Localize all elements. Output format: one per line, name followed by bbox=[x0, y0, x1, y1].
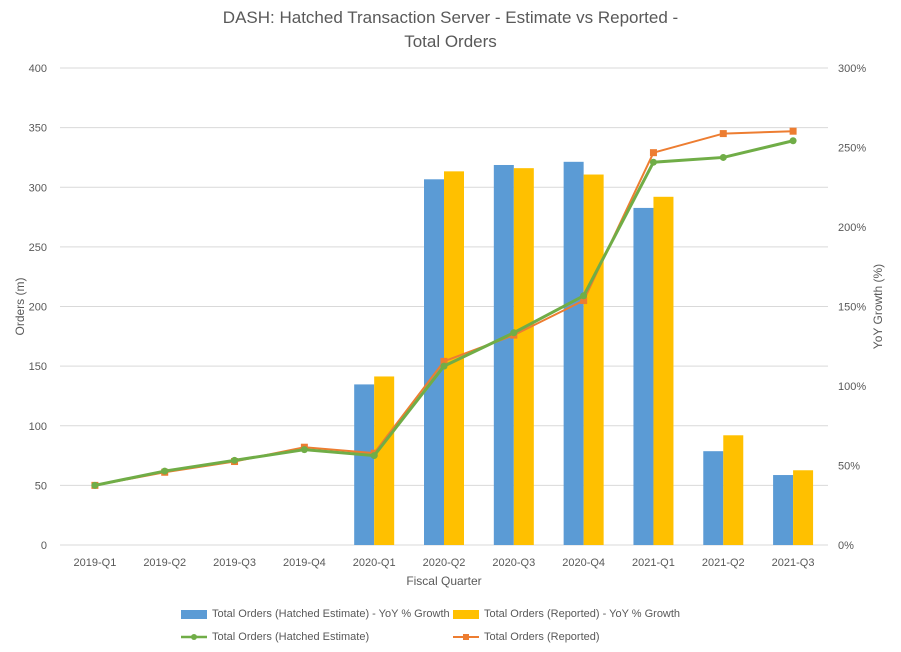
bar bbox=[493, 164, 514, 546]
bar bbox=[773, 475, 794, 545]
y2-tick-label: 200% bbox=[838, 222, 866, 234]
x-tick-label: 2019-Q2 bbox=[143, 557, 186, 569]
bar bbox=[583, 174, 604, 545]
point bbox=[161, 467, 169, 475]
y2-tick-label: 50% bbox=[838, 461, 860, 473]
y2-axis-title: YoY Growth (%) bbox=[871, 264, 885, 349]
legend-item-reported-growth: Total Orders (Reported) - YoY % Growth bbox=[453, 608, 680, 620]
legend-label: Total Orders (Reported) bbox=[484, 631, 600, 643]
x-tick-label: 2021-Q3 bbox=[772, 557, 815, 569]
point bbox=[370, 452, 378, 460]
bar bbox=[633, 207, 654, 546]
x-tick-label: 2019-Q3 bbox=[213, 557, 256, 569]
x-tick-label: 2019-Q4 bbox=[283, 557, 326, 569]
y2-tick-label: 150% bbox=[838, 302, 866, 314]
bar bbox=[424, 179, 444, 546]
point bbox=[789, 127, 797, 135]
point bbox=[91, 481, 99, 489]
point bbox=[719, 153, 727, 161]
bar bbox=[354, 384, 375, 545]
x-axis-title: Fiscal Quarter bbox=[406, 574, 481, 588]
y2-tick-label: 300% bbox=[838, 63, 866, 75]
x-tick-label: 2020-Q4 bbox=[562, 557, 605, 569]
legend-swatch-orange-line bbox=[453, 634, 479, 640]
point bbox=[300, 446, 308, 454]
y-tick-label: 200 bbox=[29, 302, 47, 314]
y2-tick-label: 100% bbox=[838, 381, 866, 393]
y-tick-label: 150 bbox=[29, 361, 47, 373]
chart-title-line2: Total Orders bbox=[404, 32, 497, 51]
bar bbox=[563, 161, 584, 545]
point bbox=[580, 292, 588, 300]
y-tick-label: 100 bbox=[29, 421, 47, 433]
point bbox=[649, 158, 657, 166]
bar bbox=[374, 376, 395, 545]
x-tick-label: 2021-Q1 bbox=[632, 557, 675, 569]
x-tick-label: 2019-Q1 bbox=[74, 557, 117, 569]
point bbox=[789, 137, 797, 145]
bar bbox=[793, 470, 814, 545]
bar bbox=[703, 451, 724, 545]
y-tick-label: 250 bbox=[29, 242, 47, 254]
legend-item-estimate-growth: Total Orders (Hatched Estimate) - YoY % … bbox=[181, 608, 450, 620]
point bbox=[440, 362, 448, 370]
legend-item-reported-line: Total Orders (Reported) bbox=[453, 631, 600, 643]
y2-tick-label: 250% bbox=[838, 143, 866, 155]
x-tick-label: 2021-Q2 bbox=[702, 557, 745, 569]
y-tick-label: 300 bbox=[29, 182, 47, 194]
legend-swatch-yellow bbox=[453, 609, 479, 619]
x-tick-label: 2020-Q2 bbox=[423, 557, 466, 569]
legend-swatch-blue bbox=[181, 609, 207, 619]
y-tick-label: 0 bbox=[41, 540, 47, 552]
legend-label: Total Orders (Hatched Estimate) bbox=[212, 631, 370, 643]
x-tick-label: 2020-Q3 bbox=[492, 557, 535, 569]
point bbox=[440, 357, 448, 365]
bar bbox=[723, 435, 744, 545]
x-tick-label: 2020-Q1 bbox=[353, 557, 396, 569]
point bbox=[719, 130, 727, 138]
y-tick-label: 50 bbox=[35, 480, 47, 492]
legend-swatch-green-line bbox=[181, 634, 207, 640]
legend-label: Total Orders (Hatched Estimate) - YoY % … bbox=[212, 608, 450, 620]
point bbox=[231, 456, 239, 464]
chart-title-line1: DASH: Hatched Transaction Server - Estim… bbox=[222, 8, 679, 27]
legend-item-estimate-line: Total Orders (Hatched Estimate) bbox=[181, 631, 369, 643]
y2-tick-label: 0% bbox=[838, 540, 854, 552]
y-axis-title: Orders (m) bbox=[13, 278, 27, 336]
point bbox=[580, 297, 588, 305]
point bbox=[510, 329, 518, 337]
bar bbox=[653, 196, 674, 546]
bar bbox=[513, 168, 534, 546]
point bbox=[649, 149, 657, 157]
y-tick-label: 400 bbox=[29, 63, 47, 75]
y-tick-label: 350 bbox=[29, 123, 47, 135]
legend-label: Total Orders (Reported) - YoY % Growth bbox=[484, 608, 681, 620]
